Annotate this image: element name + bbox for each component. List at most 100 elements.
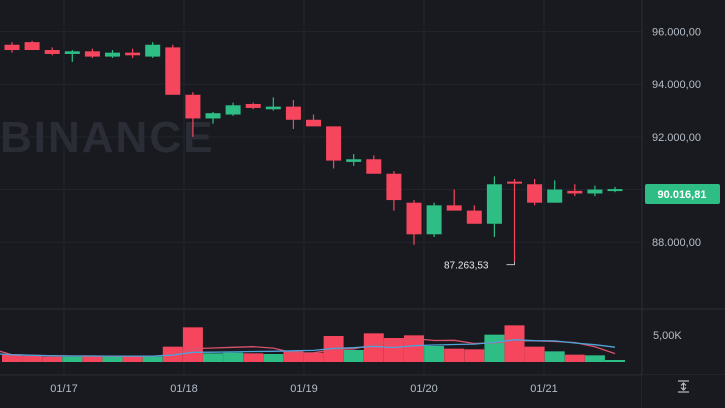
candle — [507, 179, 522, 262]
candle-body — [306, 119, 321, 127]
candle — [84, 48, 100, 58]
volume-bar — [363, 333, 384, 362]
candle-body — [4, 44, 20, 51]
volume-bar — [444, 348, 465, 362]
candle — [406, 200, 422, 245]
candle-body — [406, 202, 422, 235]
time-tick-label: 01/18 — [170, 383, 198, 395]
candle-body — [587, 189, 603, 194]
candle-body — [486, 184, 502, 224]
volume-bar — [303, 352, 324, 362]
candle-body — [185, 94, 201, 119]
volume-bar — [383, 338, 404, 362]
time-tick-label: 01/17 — [50, 383, 78, 395]
candle-body — [205, 113, 221, 119]
volume-bar — [182, 327, 203, 362]
candle-body — [125, 52, 141, 56]
time-axis[interactable]: 01/17 01/18 01/19 01/20 01/21 — [50, 383, 558, 395]
volume-bar — [42, 356, 63, 362]
volume-bar — [263, 354, 284, 362]
volume-bar — [584, 355, 605, 362]
volume-bars — [2, 325, 625, 362]
auto-scale-button[interactable] — [642, 375, 725, 408]
candle — [24, 40, 40, 51]
volume-bar — [142, 356, 163, 362]
candle-body — [165, 47, 181, 95]
price-tick-label: 88.000,00 — [652, 237, 701, 249]
candle-body — [527, 184, 543, 203]
volume-bar — [605, 360, 625, 362]
volume-bar — [22, 356, 43, 362]
candle — [245, 102, 261, 110]
candle-body — [567, 190, 583, 194]
candle — [446, 189, 462, 211]
candle-body — [285, 106, 301, 120]
volume-bar — [283, 351, 304, 362]
candle-body — [366, 159, 382, 174]
candle-body — [84, 51, 100, 57]
price-tick-label: 92.000,00 — [652, 132, 701, 144]
volume-bar — [243, 353, 264, 362]
low-connector — [506, 261, 515, 266]
volume-bar — [544, 351, 565, 362]
low-price-label: 87.263,53 — [444, 261, 489, 272]
price-tick-label: 94.000,00 — [652, 79, 701, 91]
volume-bar — [223, 352, 244, 362]
price-tick-label: 96.000,00 — [652, 27, 701, 39]
candle-body — [225, 105, 241, 115]
time-tick-label: 01/21 — [530, 383, 558, 395]
candle — [205, 111, 221, 124]
current-price-badge-bg — [645, 184, 720, 204]
candle — [386, 171, 402, 211]
candle — [125, 48, 141, 58]
candle-body — [346, 159, 362, 162]
candle-body — [426, 205, 442, 235]
volume-bar — [424, 346, 445, 362]
candle — [366, 155, 382, 174]
candle — [185, 92, 201, 137]
volume-bar — [82, 356, 103, 362]
candle — [426, 202, 442, 237]
candle — [326, 126, 342, 169]
candle — [265, 97, 281, 111]
candle — [486, 176, 502, 237]
candle-body — [326, 126, 342, 161]
candle — [165, 44, 181, 95]
candle — [105, 50, 120, 58]
candle-body — [105, 52, 120, 57]
candle-body — [547, 189, 563, 203]
candle — [4, 42, 20, 53]
candle-body — [24, 42, 40, 51]
candle — [306, 114, 321, 127]
volume-bar — [404, 335, 424, 362]
candle-body — [607, 189, 623, 192]
candle — [466, 205, 482, 224]
volume-bar — [122, 356, 143, 362]
candle — [285, 100, 301, 129]
candle — [547, 180, 563, 203]
auto-scale-icon — [678, 380, 689, 393]
time-tick-label: 01/19 — [290, 383, 318, 395]
candle-body — [466, 210, 482, 224]
volume-bar — [2, 354, 22, 362]
candle — [567, 184, 583, 197]
candle — [225, 102, 241, 116]
volume-bar — [62, 356, 83, 362]
price-axis[interactable]: 96.000,00 94.000,00 92.000,00 88.000,00 — [652, 27, 701, 250]
candle-body — [245, 103, 261, 108]
current-price-text: 90.016,81 — [658, 189, 707, 201]
candle-body — [44, 50, 60, 54]
volume-bar — [102, 356, 123, 362]
candle — [44, 47, 60, 56]
candle-body — [446, 205, 462, 211]
candles — [4, 40, 623, 262]
candle — [145, 42, 161, 58]
volume-bar — [464, 349, 485, 362]
candle-body — [265, 106, 281, 110]
volume-bar — [484, 334, 505, 362]
candle-body — [386, 173, 402, 201]
volume-bar — [524, 346, 545, 362]
candle — [607, 186, 623, 193]
candle — [587, 185, 603, 197]
